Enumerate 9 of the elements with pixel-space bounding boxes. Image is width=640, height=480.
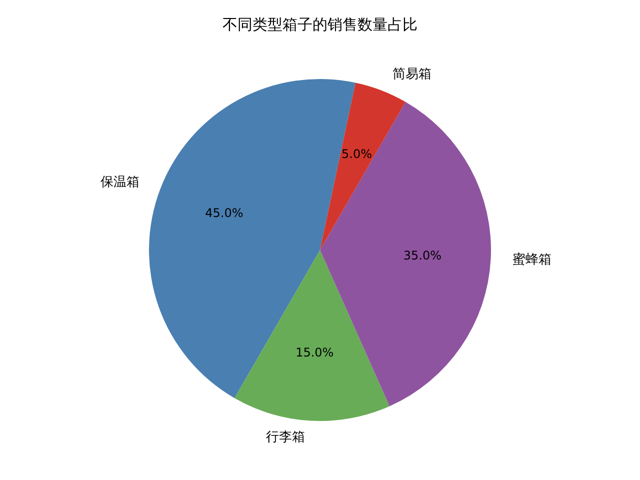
chart-title: 不同类型箱子的销售数量占比	[222, 16, 418, 34]
data-label: 35.0%	[403, 248, 442, 262]
slice-label: 简易箱	[392, 66, 432, 82]
data-label: 45.0%	[205, 206, 244, 220]
data-label: 5.0%	[342, 147, 372, 162]
data-label: 15.0%	[296, 345, 334, 360]
slice-label: 行李箱	[266, 430, 306, 446]
slice-label: 保温箱	[100, 175, 140, 190]
slice-label: 蜜蜂箱	[512, 251, 552, 268]
